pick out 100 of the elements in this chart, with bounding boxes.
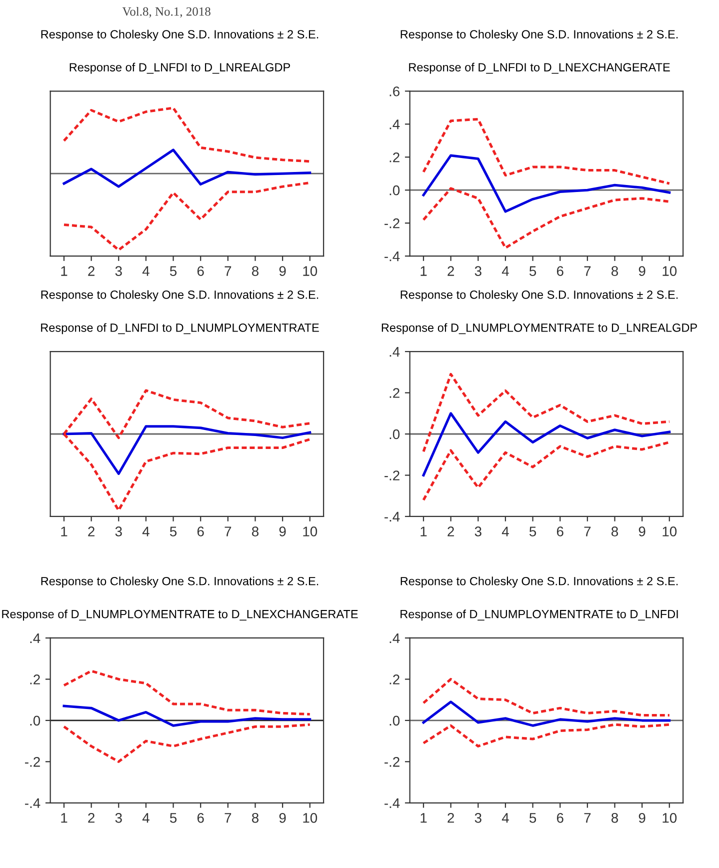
y-tick-label: -.2 bbox=[25, 757, 40, 767]
y-tick-label: .0 bbox=[390, 429, 400, 440]
y-tick-label: .2 bbox=[390, 388, 400, 398]
x-tick-label: 4 bbox=[502, 813, 509, 823]
x-tick-label: 10 bbox=[303, 526, 318, 536]
x-tick-label: 3 bbox=[474, 266, 482, 276]
y-tick-label: .0 bbox=[390, 185, 400, 196]
y-tick-label: -.4 bbox=[384, 512, 400, 522]
x-tick-label: 7 bbox=[224, 813, 232, 823]
x-tick-label: 9 bbox=[279, 526, 286, 536]
line-series bbox=[62, 670, 312, 716]
chart-subtitle: Response of D_LNUMPLOYMENTRATE to D_LNEXCHANGERATE bbox=[2, 610, 358, 621]
x-tick-label: 6 bbox=[197, 812, 204, 823]
line-series bbox=[422, 412, 671, 476]
line-series bbox=[422, 678, 671, 717]
line-series bbox=[62, 704, 312, 727]
x-tick-label: 10 bbox=[303, 812, 318, 823]
x-tick-label: 1 bbox=[61, 266, 68, 276]
line-series bbox=[422, 440, 671, 502]
x-tick-label: 2 bbox=[448, 526, 454, 536]
line-series bbox=[422, 118, 671, 185]
x-tick-label: 1 bbox=[61, 526, 68, 536]
x-tick-label: 4 bbox=[502, 266, 509, 276]
chart-title: Response to Cholesky One S.D. Innovations ± 2 S.E. bbox=[41, 30, 318, 41]
x-tick-label: 5 bbox=[170, 266, 177, 276]
x-tick-label: 10 bbox=[662, 526, 677, 536]
chart-subtitle: Response of D_LNUMPLOYMENTRATE to D_LNREALGDP bbox=[382, 323, 697, 334]
line-series bbox=[422, 700, 671, 727]
y-tick-label: .4 bbox=[390, 120, 400, 130]
x-tick-label: 8 bbox=[252, 812, 259, 823]
x-tick-label: 9 bbox=[279, 812, 286, 823]
x-tick-label: 8 bbox=[611, 266, 618, 276]
x-tick-label: 8 bbox=[252, 266, 259, 276]
chart-title: Response to Cholesky One S.D. Innovations ± 2 S.E. bbox=[41, 290, 318, 302]
x-tick-label: 7 bbox=[584, 266, 591, 276]
x-tick-label: 1 bbox=[420, 526, 427, 536]
line-series bbox=[422, 372, 671, 453]
x-tick-label: 3 bbox=[474, 526, 482, 536]
x-tick-label: 2 bbox=[88, 266, 94, 276]
x-tick-label: 3 bbox=[115, 266, 122, 276]
chart-subtitle: Response of D_LNUMPLOYMENTRATE to D_LNFDI bbox=[400, 610, 678, 621]
line-series bbox=[422, 187, 671, 250]
x-tick-label: 9 bbox=[638, 812, 646, 823]
chart-title: Response to Cholesky One S.D. Innovations ± 2 S.E. bbox=[400, 290, 678, 302]
y-tick-label: -.4 bbox=[25, 798, 40, 808]
text: Vol.8, No.1, 2018 bbox=[122, 6, 210, 18]
chart-subtitle: Response of D_LNFDI to D_LNREALGDP bbox=[70, 62, 290, 74]
x-tick-label: 5 bbox=[170, 813, 177, 823]
x-tick-label: 4 bbox=[142, 526, 150, 536]
x-tick-label: 9 bbox=[638, 526, 646, 536]
x-tick-label: 10 bbox=[662, 266, 677, 276]
x-tick-label: 10 bbox=[303, 266, 318, 276]
x-tick-label: 7 bbox=[584, 526, 591, 536]
y-tick-label: .0 bbox=[390, 716, 400, 726]
line-series bbox=[62, 723, 312, 763]
y-tick-label: .2 bbox=[390, 152, 400, 162]
y-tick-label: -.2 bbox=[384, 757, 400, 767]
y-tick-label: .4 bbox=[30, 633, 40, 644]
x-tick-label: 4 bbox=[502, 526, 509, 536]
x-tick-label: 5 bbox=[529, 526, 536, 536]
x-tick-label: 9 bbox=[638, 266, 646, 276]
chart-title: Response to Cholesky One S.D. Innovations ± 2 S.E. bbox=[41, 576, 318, 588]
chart-title: Response to Cholesky One S.D. Innovations ± 2 S.E. bbox=[400, 30, 678, 41]
x-tick-label: 10 bbox=[662, 812, 677, 823]
x-tick-label: 2 bbox=[88, 812, 94, 823]
x-tick-label: 2 bbox=[448, 812, 454, 823]
x-tick-label: 5 bbox=[170, 526, 177, 536]
x-tick-label: 4 bbox=[142, 266, 150, 276]
y-tick-label: -.4 bbox=[384, 798, 400, 808]
chart-subtitle: Response of D_LNFDI to D_LNEXCHANGERATE bbox=[409, 62, 670, 74]
y-tick-label: .4 bbox=[390, 633, 400, 644]
line-series bbox=[422, 723, 671, 748]
x-tick-label: 5 bbox=[529, 266, 536, 276]
y-tick-label: .6 bbox=[390, 86, 400, 96]
chart-title: Response to Cholesky One S.D. Innovations ± 2 S.E. bbox=[400, 576, 678, 588]
x-tick-label: 1 bbox=[420, 266, 427, 276]
y-tick-label: .0 bbox=[30, 716, 40, 726]
x-tick-label: 8 bbox=[611, 526, 618, 536]
x-tick-label: 3 bbox=[115, 812, 122, 823]
x-tick-label: 2 bbox=[448, 266, 454, 276]
y-tick-label: .4 bbox=[390, 347, 400, 357]
x-tick-label: 6 bbox=[556, 812, 564, 823]
x-tick-label: 8 bbox=[611, 812, 618, 823]
x-tick-label: 3 bbox=[474, 812, 482, 823]
y-tick-label: .2 bbox=[390, 674, 400, 684]
x-tick-label: 6 bbox=[556, 266, 564, 276]
y-tick-label: -.2 bbox=[384, 470, 400, 480]
x-tick-label: 2 bbox=[88, 526, 94, 536]
x-tick-label: 3 bbox=[115, 526, 122, 536]
x-tick-label: 1 bbox=[61, 813, 68, 823]
y-tick-label: -.4 bbox=[384, 252, 400, 262]
x-tick-label: 7 bbox=[224, 526, 232, 536]
x-tick-label: 8 bbox=[252, 526, 259, 536]
x-tick-label: 7 bbox=[584, 813, 591, 823]
y-tick-label: -.2 bbox=[384, 218, 400, 228]
x-tick-label: 6 bbox=[197, 526, 204, 536]
x-tick-label: 6 bbox=[556, 526, 564, 536]
line-series bbox=[422, 154, 671, 213]
x-tick-label: 6 bbox=[197, 266, 204, 276]
x-tick-label: 5 bbox=[529, 813, 536, 823]
